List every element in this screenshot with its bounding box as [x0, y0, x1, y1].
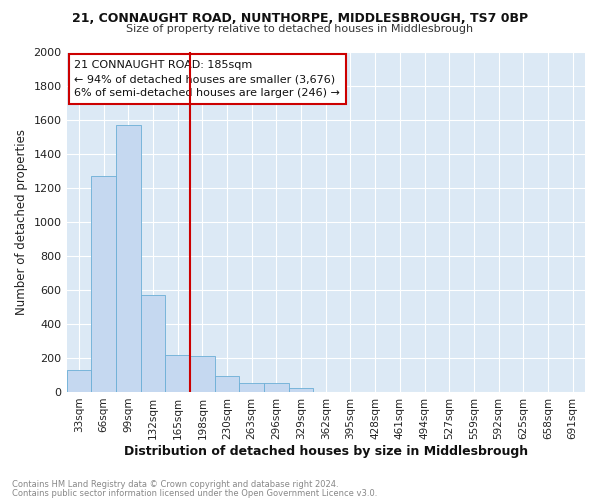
Bar [67, 370, 91, 392]
Text: Contains public sector information licensed under the Open Government Licence v3: Contains public sector information licen… [12, 489, 377, 498]
Bar [91, 176, 116, 392]
Text: Contains HM Land Registry data © Crown copyright and database right 2024.: Contains HM Land Registry data © Crown c… [12, 480, 338, 489]
Bar [264, 384, 289, 392]
Text: Size of property relative to detached houses in Middlesbrough: Size of property relative to detached ho… [127, 24, 473, 34]
Bar [140, 295, 165, 392]
Bar [190, 356, 215, 392]
Bar [116, 124, 140, 392]
Bar [215, 376, 239, 392]
Y-axis label: Number of detached properties: Number of detached properties [15, 128, 28, 314]
Text: 21 CONNAUGHT ROAD: 185sqm
← 94% of detached houses are smaller (3,676)
6% of sem: 21 CONNAUGHT ROAD: 185sqm ← 94% of detac… [74, 60, 340, 98]
Bar [165, 354, 190, 392]
Bar [239, 382, 264, 392]
Bar [289, 388, 313, 392]
Text: 21, CONNAUGHT ROAD, NUNTHORPE, MIDDLESBROUGH, TS7 0BP: 21, CONNAUGHT ROAD, NUNTHORPE, MIDDLESBR… [72, 12, 528, 26]
X-axis label: Distribution of detached houses by size in Middlesbrough: Distribution of detached houses by size … [124, 444, 528, 458]
